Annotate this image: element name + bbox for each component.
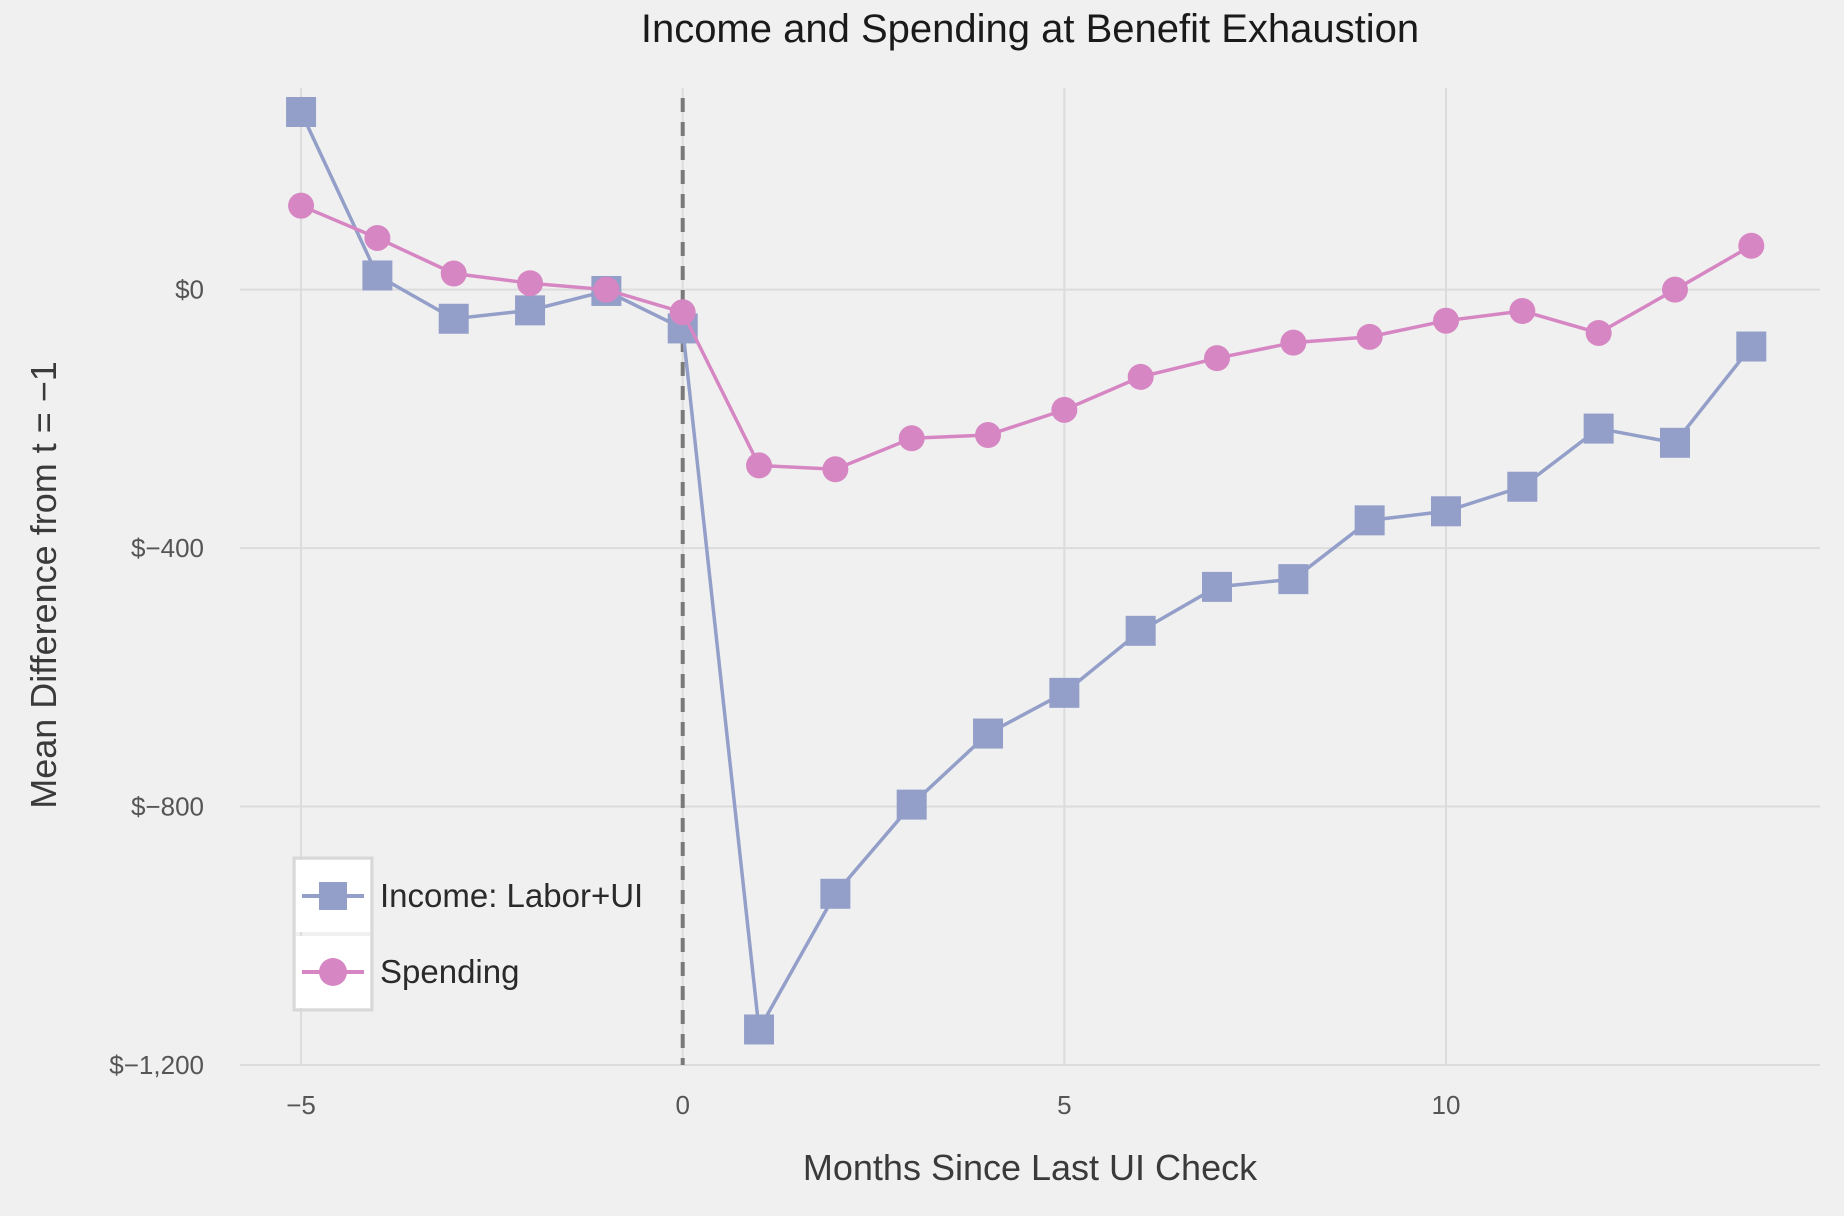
data-point-square [1507, 471, 1538, 502]
y-tick-label: $−400 [131, 533, 204, 563]
data-point-circle [669, 299, 696, 326]
y-tick-label: $−1,200 [109, 1050, 204, 1080]
data-point-circle [975, 422, 1002, 449]
data-point-circle [1432, 307, 1459, 334]
series-spending [288, 192, 1765, 483]
data-point-circle [1509, 297, 1536, 324]
data-point-circle [1280, 329, 1307, 356]
legend-item: Income: Labor+UI [296, 860, 643, 932]
legend-label: Income: Labor+UI [380, 877, 643, 914]
data-point-circle [1585, 319, 1612, 346]
data-point-square [1202, 571, 1233, 602]
x-tick-label: 0 [675, 1090, 689, 1120]
legend: Income: Labor+UI Spending [292, 856, 643, 1012]
data-point-circle [593, 276, 620, 303]
legend-label: Spending [380, 953, 519, 990]
legend-key-box [292, 856, 374, 1012]
data-point-circle [1661, 276, 1688, 303]
y-tick-label: $0 [175, 275, 204, 305]
data-point-square [515, 295, 546, 326]
data-point-square [1354, 505, 1385, 536]
series-layer [286, 96, 1767, 1045]
data-point-square [744, 1014, 775, 1045]
data-point-square [1278, 564, 1309, 595]
data-point-circle [288, 192, 315, 219]
data-point-square [1583, 413, 1614, 444]
data-point-square [1430, 496, 1461, 527]
x-tick-label: 10 [1432, 1090, 1461, 1120]
series-income [286, 96, 1767, 1045]
data-point-circle [822, 456, 849, 483]
data-point-square [286, 96, 317, 127]
legend-circle-marker [319, 958, 347, 986]
data-point-square [438, 303, 469, 334]
gridlines [240, 88, 1820, 1066]
data-point-square [362, 260, 393, 291]
x-axis-label: Months Since Last UI Check [803, 1147, 1258, 1188]
legend-item: Spending [296, 936, 519, 1008]
x-tick-label: 5 [1057, 1090, 1071, 1120]
data-point-circle [440, 260, 467, 287]
data-point-circle [1738, 232, 1765, 259]
chart-title: Income and Spending at Benefit Exhaustio… [641, 7, 1419, 51]
data-point-square [896, 789, 927, 820]
legend-square-marker [319, 882, 347, 910]
data-point-square [1736, 331, 1767, 362]
data-point-square [820, 878, 851, 909]
data-point-circle [1204, 345, 1231, 372]
data-point-circle [746, 452, 773, 479]
y-tick-label: $−800 [131, 792, 204, 822]
data-point-square [1659, 427, 1690, 458]
data-point-circle [517, 270, 544, 297]
data-point-circle [1356, 323, 1383, 350]
series-line [300, 204, 1753, 472]
y-axis-label: Mean Difference from t = −1 [23, 361, 64, 809]
axis-ticks: $0 $−400 $−800 $−1,200 −5 0 5 10 [109, 275, 1460, 1120]
x-tick-label: −5 [286, 1090, 316, 1120]
data-point-square [1125, 615, 1156, 646]
data-point-circle [1051, 396, 1078, 423]
data-point-square [973, 718, 1004, 749]
data-point-circle [364, 224, 391, 251]
data-point-square [1049, 677, 1080, 708]
data-point-circle [1127, 363, 1154, 390]
data-point-circle [898, 425, 925, 452]
